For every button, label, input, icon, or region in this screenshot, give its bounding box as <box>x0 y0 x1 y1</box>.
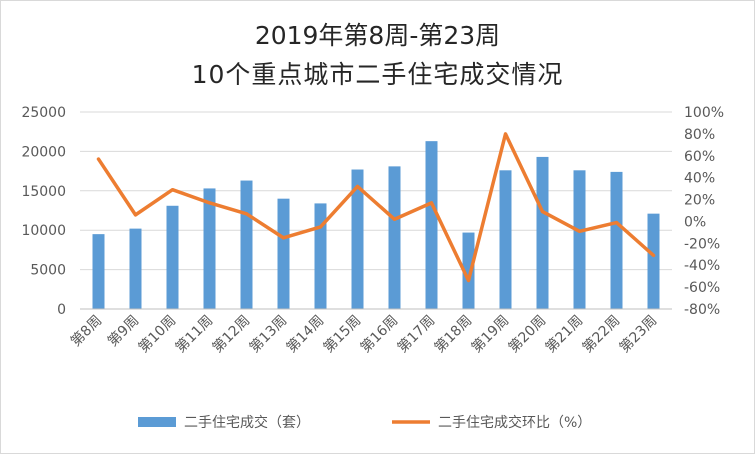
y-right-tick-label: 100% <box>684 105 724 121</box>
bar <box>573 170 586 309</box>
x-axis: 第8周 第9周第10周第11周第12周第13周第14周第15周第16周第17周第1… <box>67 308 672 356</box>
chart-title: 2019年第8周-第23周 <box>254 21 501 50</box>
bar <box>499 170 512 309</box>
y-left-tick-label: 0 <box>57 302 66 318</box>
bar <box>647 213 660 309</box>
y-left-tick-label: 5000 <box>30 263 66 279</box>
chart-subtitle: 10个重点城市二手住宅成交情况 <box>191 60 564 89</box>
line-point <box>245 212 248 216</box>
bar <box>203 188 216 309</box>
legend-swatch-bar <box>138 417 176 427</box>
bar <box>388 166 401 309</box>
line-point <box>356 184 359 188</box>
line-point <box>541 210 544 214</box>
bar-series <box>92 141 660 309</box>
line-series <box>96 132 656 283</box>
x-tick-label: 第12周 <box>209 312 253 356</box>
x-tick-label: 第13周 <box>246 312 290 356</box>
line-point <box>282 236 285 240</box>
line-point <box>467 279 470 283</box>
line-point <box>97 157 100 161</box>
bar <box>240 180 253 309</box>
y-right-tick-label: -40% <box>684 258 720 274</box>
bar <box>462 232 475 309</box>
bar <box>277 198 290 309</box>
x-tick-label: 第16周 <box>357 312 401 356</box>
line-point <box>171 188 174 192</box>
x-tick-label: 第14周 <box>283 312 327 356</box>
x-tick-label: 第15周 <box>320 312 364 356</box>
y-right-tick-label: 80% <box>684 127 715 143</box>
x-tick-label: 第19周 <box>468 312 512 356</box>
y-left-tick-label: 25000 <box>21 105 66 121</box>
y-left-tick-label: 20000 <box>21 144 66 160</box>
bar <box>351 169 364 309</box>
y-right-tick-label: -60% <box>684 280 720 296</box>
bar <box>166 205 179 309</box>
bar <box>314 203 327 309</box>
x-tick-label: 第23周 <box>616 312 660 356</box>
bar <box>129 228 142 309</box>
y-right-tick-label: 40% <box>684 171 715 187</box>
x-tick-label: 第10周 <box>135 312 179 356</box>
y-left-tick-label: 15000 <box>21 184 66 200</box>
y-right-tick-label: 60% <box>684 149 715 165</box>
bar <box>536 156 549 309</box>
line-point <box>319 225 322 229</box>
line-point <box>615 221 618 225</box>
y-axis-right: -80% -60% -40% -20% 0% 20% 40% 60% 80% 100% <box>684 105 724 318</box>
y-right-tick-label: -20% <box>684 236 720 252</box>
line-point <box>134 213 137 217</box>
legend: 二手住宅成交（套） 二手住宅成交环比（%） <box>138 414 591 431</box>
bar <box>425 141 438 309</box>
line-point <box>652 253 655 257</box>
x-tick-label: 第18周 <box>431 312 475 356</box>
line-point <box>504 132 507 136</box>
legend-label-bar: 二手住宅成交（套） <box>184 414 310 431</box>
x-tick-label: 第8周 <box>67 312 105 350</box>
line-point <box>393 217 396 221</box>
line-point <box>208 201 211 205</box>
x-tick-label: 第11周 <box>172 312 216 356</box>
y-right-tick-label: 0% <box>684 214 706 230</box>
legend-label-line: 二手住宅成交环比（%） <box>438 414 591 431</box>
y-right-tick-label: 20% <box>684 193 715 209</box>
y-right-tick-label: -80% <box>684 302 720 318</box>
line-point <box>578 229 581 233</box>
line-point <box>430 201 433 205</box>
x-tick-label: 第17周 <box>394 312 438 356</box>
x-tick-label: 第21周 <box>542 312 586 356</box>
line-series-path <box>96 132 656 283</box>
y-axis-left: 0 5000 10000 15000 20000 25000 <box>21 105 66 318</box>
x-tick-label: 第22周 <box>579 312 623 356</box>
bar <box>610 171 623 309</box>
x-tick-label: 第20周 <box>505 312 549 356</box>
y-left-tick-label: 10000 <box>21 223 66 239</box>
bar <box>92 234 105 309</box>
